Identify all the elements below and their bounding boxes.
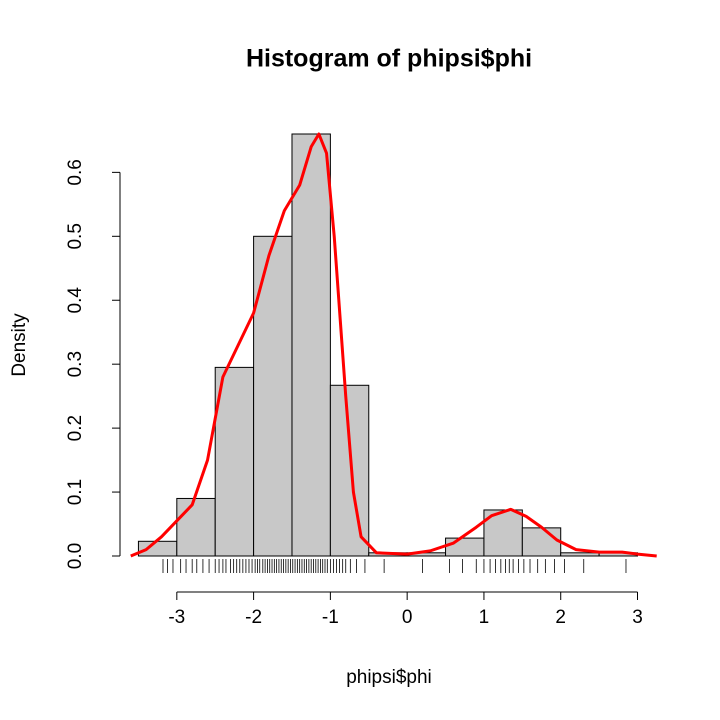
bar: [560, 552, 600, 557]
x-axis-label: phipsi$phi: [346, 667, 432, 688]
x-tick-label: 2: [555, 607, 566, 628]
y-tick-label: 0.4: [65, 287, 86, 314]
bar: [445, 537, 485, 557]
bar: [176, 497, 216, 557]
density-line: [130, 132, 657, 558]
y-tick-label: 0.5: [65, 223, 86, 249]
bar: [521, 527, 562, 557]
x-tick-label: -1: [322, 607, 339, 628]
y-tick-label: 0.1: [65, 479, 86, 505]
x-tick-label: -2: [245, 607, 262, 628]
chart-title: Histogram of phipsi$phi: [246, 45, 532, 73]
y-tick-label: 0.3: [65, 351, 86, 377]
x-tick-label: 0: [402, 607, 413, 628]
bar: [253, 235, 293, 557]
bar: [137, 540, 178, 557]
bar: [291, 133, 331, 557]
y-tick-label: 0.6: [65, 159, 86, 185]
bar: [329, 384, 370, 557]
y-axis-label: Density: [9, 313, 30, 377]
y-tick-label: 0.2: [65, 415, 86, 441]
y-tick-label: 0.0: [65, 543, 86, 569]
x-tick-label: -3: [168, 607, 185, 628]
x-tick-label: 3: [632, 607, 643, 628]
x-tick-label: 1: [479, 607, 490, 628]
bar: [214, 366, 255, 557]
